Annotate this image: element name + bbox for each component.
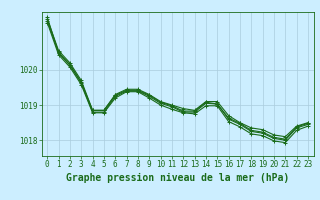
X-axis label: Graphe pression niveau de la mer (hPa): Graphe pression niveau de la mer (hPa) xyxy=(66,173,289,183)
